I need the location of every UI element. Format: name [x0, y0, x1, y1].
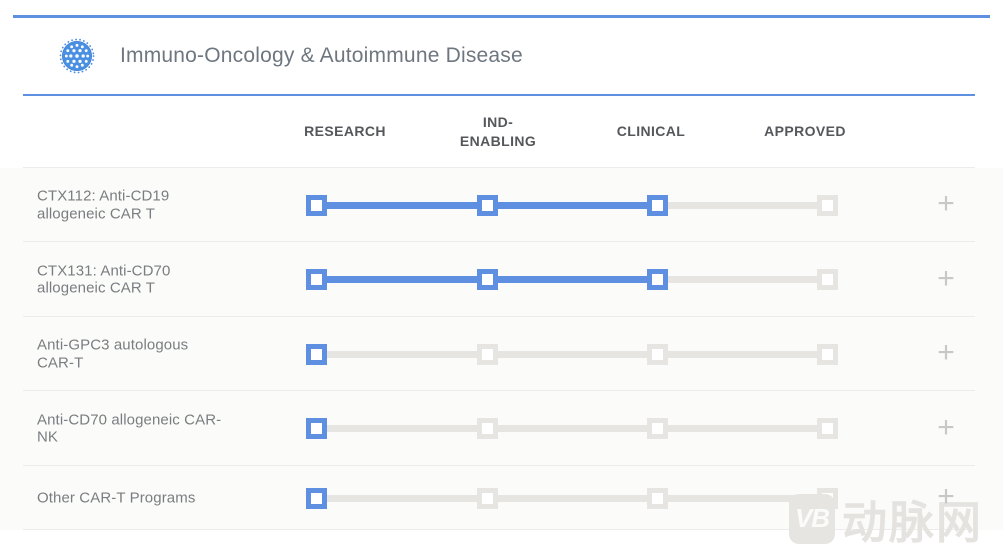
- stage-marker-research: [306, 269, 327, 290]
- header-accent-rule: [23, 94, 975, 96]
- stage-marker-approved: [817, 487, 838, 509]
- stage-header-research: RESEARCH: [304, 123, 386, 139]
- stage-marker-approved: [817, 194, 838, 216]
- stage-header-ind-enabling: IND-ENABLING: [459, 113, 537, 149]
- program-row: Anti-CD70 allogeneic CAR-NK +: [0, 391, 1003, 466]
- stage-marker-ind-enabling: [477, 487, 498, 509]
- program-name: CTX112: Anti-CD19 allogeneic CAR T: [37, 187, 170, 223]
- program-row: Other CAR-T Programs +: [0, 466, 1003, 530]
- stage-marker-clinical: [647, 194, 668, 216]
- stage-marker-approved: [817, 418, 838, 439]
- stage-marker-clinical: [647, 418, 668, 439]
- track-segment: [487, 350, 657, 358]
- track-segment: [317, 201, 487, 209]
- stage-marker-research: [306, 343, 327, 365]
- stage-header-clinical: CLINICAL: [616, 123, 686, 139]
- program-row: CTX112: Anti-CD19 allogeneic CAR T +: [0, 168, 1003, 242]
- expand-button[interactable]: +: [931, 189, 961, 219]
- cell-icon: [59, 38, 95, 74]
- program-row: Anti-GPC3 autologous CAR-T +: [0, 317, 1003, 391]
- expand-button[interactable]: +: [931, 412, 961, 443]
- stage-marker-research: [306, 418, 327, 439]
- stage-header-row: RESEARCH IND-ENABLING CLINICAL APPROVED: [0, 96, 1003, 168]
- panel-header: Immuno-Oncology & Autoimmune Disease: [0, 18, 1003, 94]
- stage-marker-ind-enabling: [477, 343, 498, 365]
- stage-marker-approved: [817, 343, 838, 365]
- program-row: CTX131: Anti-CD70 allogeneic CAR T +: [0, 242, 1003, 317]
- expand-button[interactable]: +: [931, 482, 961, 512]
- track-segment: [487, 276, 657, 283]
- program-name: Anti-CD70 allogeneic CAR-NK: [37, 411, 222, 446]
- stage-marker-approved: [817, 269, 838, 290]
- track-segment: [487, 425, 657, 432]
- program-name: CTX131: Anti-CD70 allogeneic CAR T: [37, 262, 171, 297]
- page-title: Immuno-Oncology & Autoimmune Disease: [120, 44, 523, 67]
- track-segment: [657, 201, 828, 209]
- stage-header-approved: APPROVED: [764, 123, 846, 139]
- track-segment: [317, 494, 487, 502]
- stage-marker-clinical: [647, 487, 668, 509]
- track-segment: [657, 350, 828, 358]
- program-name: Anti-GPC3 autologous CAR-T: [37, 336, 189, 372]
- expand-button[interactable]: +: [931, 263, 961, 294]
- track-segment: [487, 201, 657, 209]
- program-name: Other CAR-T Programs: [37, 489, 196, 507]
- stage-marker-ind-enabling: [477, 418, 498, 439]
- track-segment: [317, 276, 487, 283]
- stage-marker-research: [306, 194, 327, 216]
- stage-marker-clinical: [647, 343, 668, 365]
- top-accent-rule: [13, 15, 990, 18]
- track-segment: [657, 494, 828, 502]
- stage-marker-research: [306, 487, 327, 509]
- track-segment: [657, 425, 828, 432]
- stage-marker-ind-enabling: [477, 269, 498, 290]
- track-segment: [657, 276, 828, 283]
- track-segment: [487, 494, 657, 502]
- track-segment: [317, 425, 487, 432]
- stage-marker-ind-enabling: [477, 194, 498, 216]
- stage-marker-clinical: [647, 269, 668, 290]
- track-segment: [317, 350, 487, 358]
- expand-button[interactable]: +: [931, 338, 961, 368]
